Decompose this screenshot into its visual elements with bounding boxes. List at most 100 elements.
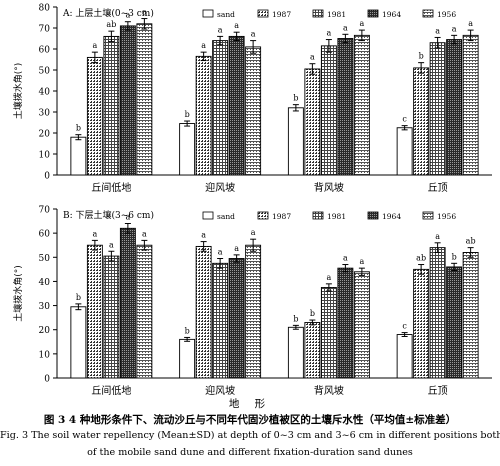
significance-letter: b [185,326,190,335]
legend-label-1964: 1964 [382,212,401,221]
significance-letter: ab [416,254,426,263]
bar-sand [396,127,413,176]
bar-1964 [228,35,245,176]
significance-letter: b [452,252,457,261]
significance-letter: b [310,309,315,318]
category-label: 丘顶 [428,385,448,397]
y-tick-label: 10 [39,350,51,360]
significance-letter: a [142,229,147,238]
bar-1956 [136,244,153,379]
legend-label-1981: 1981 [327,212,346,221]
category-label: 迎风坡 [205,181,235,194]
panel-a: 0 10 20 30 40 50 60 70 80 土壤拨水角(°) A: 上层土壤(0~3 cm)… [12,4,492,194]
legend-label-1987: 1987 [272,10,291,19]
significance-letter: a [92,41,97,50]
bar-1981 [103,255,120,379]
significance-letter: ab [106,20,116,29]
bar-1956 [353,34,370,176]
bar-1981 [103,35,120,176]
bar-1981 [212,40,229,176]
y-tick-label: 30 [39,109,51,119]
significance-letter: b [185,110,190,119]
bar-1964 [337,38,354,176]
y-tick-label: 50 [39,254,51,264]
significance-letter: a [201,231,206,240]
bar-1981 [429,42,446,176]
legend-swatch-1981 [312,9,324,18]
significance-letter: a [468,19,473,28]
panel-title: A: 上层土壤(0~3 cm) [62,7,154,19]
bar-1981 [320,45,337,176]
x-axis-title: 地 形 [228,398,272,410]
category-label: 丘间低地 [91,384,131,397]
legend-swatch-1956 [422,211,434,220]
significance-letter: a [234,244,239,253]
bar-1964 [337,267,354,379]
legend-label-1981: 1981 [327,10,346,19]
bar-1964 [446,39,463,176]
significance-letter: a [310,53,315,62]
legend-swatch-1981 [312,211,324,220]
significance-letter: ab [466,237,476,246]
bar-1956 [245,46,262,176]
significance-letter: b [419,52,424,61]
bar-1981 [212,262,229,379]
y-tick-label: 60 [39,46,51,56]
panel-b: 0 10 20 30 40 50 60 70 土壤拨水角(°) B: 下层土壤(3~6 cm) sa… [12,206,492,397]
bar-1987 [413,268,430,379]
legend-swatch-1987 [257,9,269,18]
significance-letter: a [326,273,331,282]
bar-1956 [353,271,370,379]
bar-1987 [195,55,212,176]
bar-1987 [304,322,321,379]
significance-letter: a [343,254,348,263]
y-tick-label: 30 [39,302,51,312]
y-tick-label: 20 [39,130,51,140]
legend-swatch-sand [202,9,214,18]
bar-1956 [245,244,262,379]
category-label: 丘间低地 [91,181,131,194]
significance-letter: a [109,240,114,249]
significance-letter: a [251,30,256,39]
y-tick-label: 10 [39,151,51,161]
legend-label-1956: 1956 [437,10,456,19]
y-axis-title: 土壤拨水角(°) [12,63,24,120]
legend-label-sand: sand [217,212,235,221]
significance-letter: a [359,257,364,266]
category-label: 迎风坡 [205,384,235,397]
significance-letter: b [293,314,298,323]
bar-sand [396,334,413,379]
legend-swatch-1964 [367,211,379,220]
category-label: 丘顶 [428,182,448,194]
caption-english-line-1: Fig. 3 The soil water repellency (Mean±S… [0,430,500,441]
significance-letter: a [435,232,440,241]
bar-sand [70,306,87,379]
category-label: 背风坡 [314,181,344,194]
bar-1964 [119,227,136,379]
legend-label-1987: 1987 [272,212,291,221]
significance-letter: a [92,229,97,238]
significance-letter: a [343,23,348,32]
significance-letter: a [452,24,457,33]
legend-label-sand: sand [217,10,235,19]
significance-letter: a [201,41,206,50]
significance-letter: a [125,11,130,20]
significance-letter: a [359,19,364,28]
significance-letter: a [125,212,130,221]
bar-1987 [413,67,430,176]
significance-letter: c [402,115,407,124]
bar-1987 [86,244,103,379]
y-tick-label: 60 [39,230,51,240]
panel-title: B: 下层土壤(3~6 cm) [63,209,154,221]
y-tick-label: 0 [44,172,50,182]
bar-1956 [462,252,479,379]
bar-sand [179,123,196,176]
bar-sand [287,107,304,176]
y-tick-label: 0 [44,375,50,385]
y-tick-label: 40 [39,278,51,288]
y-tick-label: 50 [39,67,51,77]
legend-swatch-1956 [422,9,434,18]
bar-sand [70,136,87,176]
y-tick-label: 20 [39,326,51,336]
